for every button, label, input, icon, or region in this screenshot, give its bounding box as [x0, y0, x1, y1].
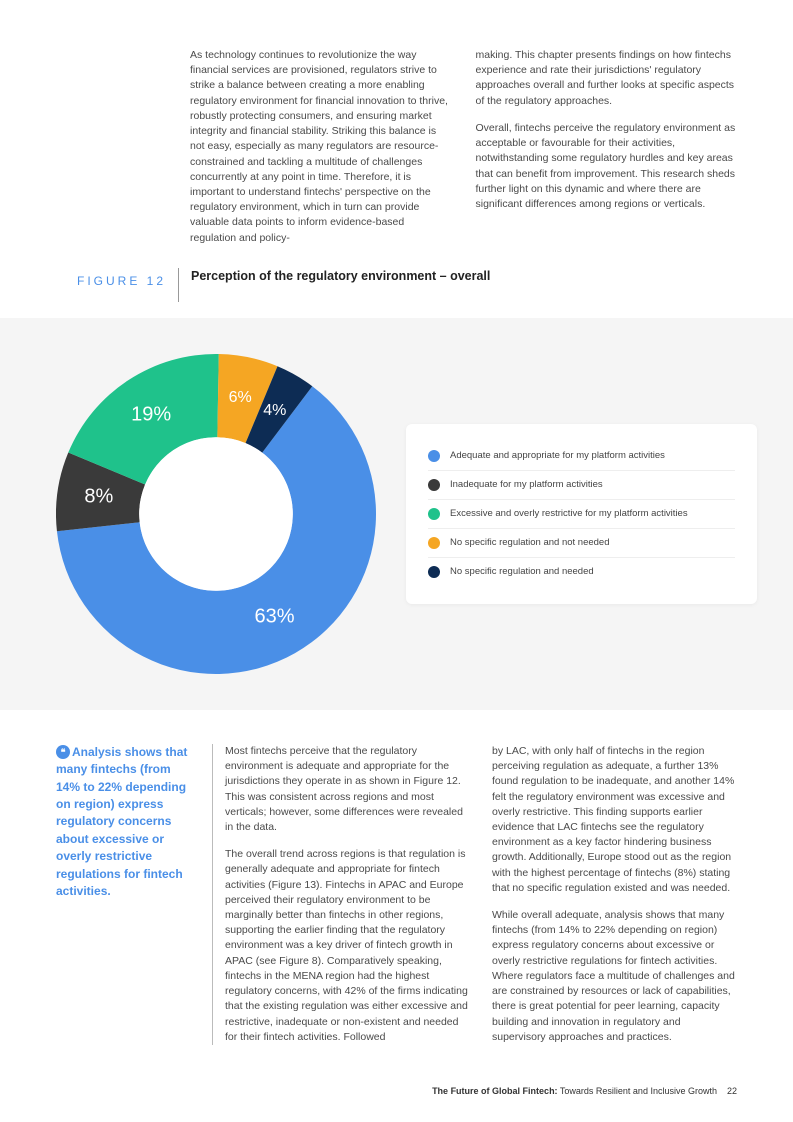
intro-col2-p2: Overall, fintechs perceive the regulator…	[476, 121, 738, 212]
slice-percent-label: 6%	[229, 389, 252, 407]
intro-col-1: As technology continues to revolutionize…	[190, 48, 452, 246]
slice-percent-label: 19%	[131, 403, 171, 426]
body-col2-p2: While overall adequate, analysis shows t…	[492, 908, 737, 1045]
legend-color-dot	[428, 508, 440, 520]
chart-section: 63% 8% 19% 6% 4% Adequate and appropriate fo…	[0, 318, 793, 710]
legend-color-dot	[428, 479, 440, 491]
legend-label: No specific regulation and needed	[450, 566, 594, 577]
legend-item: No specific regulation and needed	[428, 557, 735, 586]
legend-item: Adequate and appropriate for my platform…	[428, 442, 735, 470]
legend-color-dot	[428, 537, 440, 549]
legend-label: Excessive and overly restrictive for my …	[450, 508, 688, 519]
legend-item: No specific regulation and not needed	[428, 528, 735, 557]
callout-text: Analysis shows that many fintechs (from …	[56, 745, 187, 898]
body-text-section: ❝Analysis shows that many fintechs (from…	[0, 710, 793, 1045]
slice-percent-label: 8%	[84, 485, 113, 508]
legend-label: Adequate and appropriate for my platform…	[450, 450, 665, 461]
callout-quote: ❝Analysis shows that many fintechs (from…	[56, 744, 190, 1045]
intro-col-2: making. This chapter presents findings o…	[476, 48, 738, 246]
page-footer: The Future of Global Fintech: Towards Re…	[432, 1086, 737, 1096]
slice-percent-label: 63%	[254, 605, 294, 628]
intro-text-block: As technology continues to revolutionize…	[0, 0, 793, 274]
footer-title-rest: Towards Resilient and Inclusive Growth	[558, 1086, 717, 1096]
chart-legend: Adequate and appropriate for my platform…	[406, 424, 757, 604]
legend-label: No specific regulation and not needed	[450, 537, 610, 548]
figure-title: Perception of the regulatory environment…	[178, 268, 490, 302]
page-number: 22	[727, 1086, 737, 1096]
figure-number: FIGURE 12	[0, 274, 178, 288]
legend-color-dot	[428, 566, 440, 578]
footer-title-bold: The Future of Global Fintech:	[432, 1086, 558, 1096]
legend-item: Excessive and overly restrictive for my …	[428, 499, 735, 528]
slice-percent-label: 4%	[263, 402, 286, 420]
legend-label: Inadequate for my platform activities	[450, 479, 603, 490]
body-col-1: Most fintechs perceive that the regulato…	[212, 744, 470, 1045]
legend-item: Inadequate for my platform activities	[428, 470, 735, 499]
body-col2-p1: by LAC, with only half of fintechs in th…	[492, 744, 737, 896]
figure-header: FIGURE 12 Perception of the regulatory e…	[0, 274, 793, 318]
body-col1-p1: Most fintechs perceive that the regulato…	[225, 744, 470, 835]
intro-col2-p1: making. This chapter presents findings o…	[476, 48, 738, 109]
quote-icon: ❝	[56, 745, 70, 759]
body-col1-p2: The overall trend across regions is that…	[225, 847, 470, 1045]
body-col-2: by LAC, with only half of fintechs in th…	[492, 744, 737, 1045]
donut-chart: 63% 8% 19% 6% 4%	[56, 354, 376, 674]
legend-color-dot	[428, 450, 440, 462]
